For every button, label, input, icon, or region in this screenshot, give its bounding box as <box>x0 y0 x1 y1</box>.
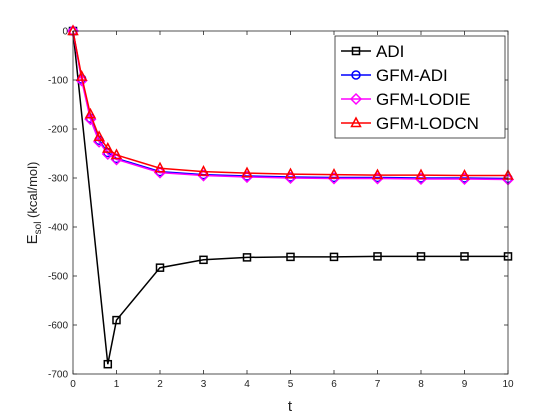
y-tick-label: -100 <box>48 76 68 87</box>
data-point <box>371 168 384 180</box>
x-tick-label: 7 <box>375 379 381 390</box>
axes-layer: 0 1 2 3 4 5 6 7 8 9 10 0 -100 -200 -300 -400 -500 -600 -70… <box>48 27 514 391</box>
data-point <box>241 166 253 178</box>
legend-entry: ADI <box>341 42 404 61</box>
series-line <box>72 30 508 177</box>
legend-marker <box>350 116 362 128</box>
y-tick-label: -400 <box>48 223 68 234</box>
x-tick-label: 5 <box>288 379 294 390</box>
data-point <box>75 69 88 81</box>
legend-box <box>334 35 506 139</box>
data-point <box>102 141 114 153</box>
legend-entry: GFM-LODCN <box>341 114 479 133</box>
data-point <box>373 252 382 261</box>
data-point <box>416 252 426 261</box>
y-tick-label: -700 <box>48 370 68 381</box>
x-tick-label: 2 <box>157 379 163 390</box>
series-layer <box>66 24 515 369</box>
data-point <box>154 161 166 173</box>
data-point <box>458 168 471 180</box>
legend-marker <box>351 70 361 80</box>
data-point <box>284 167 297 179</box>
data-point <box>329 252 339 262</box>
data-point <box>199 255 208 265</box>
legend: ADI GFM-ADI GFM-LODIE GFM-LODCN <box>334 35 506 139</box>
y-axis-label: Esol (kcal/mol) <box>24 162 44 245</box>
data-point <box>93 130 105 142</box>
x-tick-label: 8 <box>418 379 424 390</box>
data-point <box>84 107 97 119</box>
y-tick-label: -300 <box>48 174 68 185</box>
data-point <box>112 315 121 325</box>
data-point <box>110 148 123 160</box>
x-tick-label: 9 <box>462 379 468 390</box>
data-point <box>415 168 427 180</box>
legend-label: GFM-LODIE <box>376 90 470 109</box>
legend-label: GFM-ADI <box>376 66 448 85</box>
x-tick-label: 10 <box>502 379 514 390</box>
x-tick-label: 3 <box>201 379 207 390</box>
x-axis-label: t <box>288 398 293 415</box>
data-point <box>460 252 469 261</box>
x-tick-label: 6 <box>331 379 337 390</box>
y-tick-label: -600 <box>48 321 68 332</box>
data-point <box>103 359 113 369</box>
y-tick-label: -200 <box>48 125 68 136</box>
y-tick-label: -500 <box>48 272 68 283</box>
x-tick-label: 1 <box>114 379 120 390</box>
legend-label: ADI <box>376 42 404 61</box>
data-point <box>197 165 210 176</box>
series-line <box>72 30 508 365</box>
data-point <box>286 252 295 262</box>
data-point <box>155 263 165 272</box>
legend-label: GFM-LODCN <box>376 114 479 133</box>
legend-entry: GFM-LODIE <box>341 90 470 109</box>
y-tick-label: 0 <box>62 27 68 38</box>
data-point <box>242 253 252 262</box>
legend-marker <box>349 92 363 106</box>
x-tick-label: 0 <box>70 379 76 390</box>
x-tick-label: 4 <box>244 379 250 390</box>
data-point <box>328 167 340 179</box>
legend-entry: GFM-ADI <box>341 66 448 85</box>
legend-marker <box>351 46 361 56</box>
